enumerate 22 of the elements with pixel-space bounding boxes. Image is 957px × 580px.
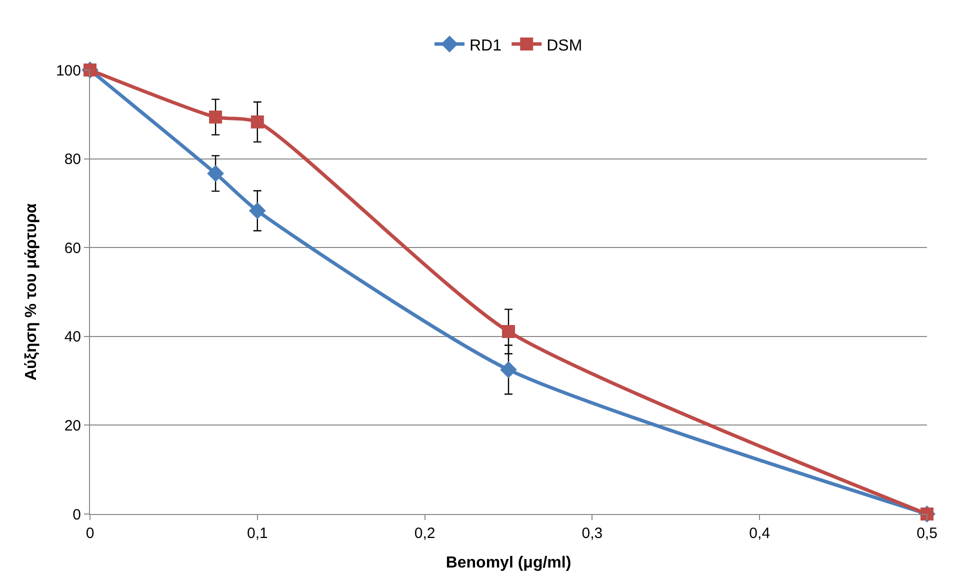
point	[248, 202, 266, 220]
point	[250, 115, 264, 128]
y-tick-label: 100	[56, 62, 81, 80]
y-tick-label: 80	[64, 151, 81, 168]
y-tick-label: 40	[64, 328, 81, 346]
point	[500, 361, 517, 378]
y-tick-label: 20	[64, 417, 81, 434]
point	[502, 325, 515, 338]
point	[209, 110, 222, 124]
legend-label: DSM	[546, 37, 582, 54]
point	[207, 165, 224, 182]
x-tick-label: 0	[86, 525, 94, 542]
x-tick-label: 0,4	[749, 525, 770, 542]
x-tick-label: 0,3	[582, 525, 603, 542]
y-tick-label: 0	[72, 506, 81, 524]
y-tick-label: 60	[64, 240, 81, 257]
x-tick-label: 0,5	[916, 525, 938, 542]
x-tick-label: 0,1	[246, 525, 268, 542]
y-axis-title: Αύξηση % του μάρτυρα	[22, 203, 40, 381]
x-tick-label: 0,2	[414, 525, 436, 542]
legend-label: RD1	[470, 37, 502, 54]
x-axis-title: Benomyl (μg/ml)	[446, 554, 572, 572]
